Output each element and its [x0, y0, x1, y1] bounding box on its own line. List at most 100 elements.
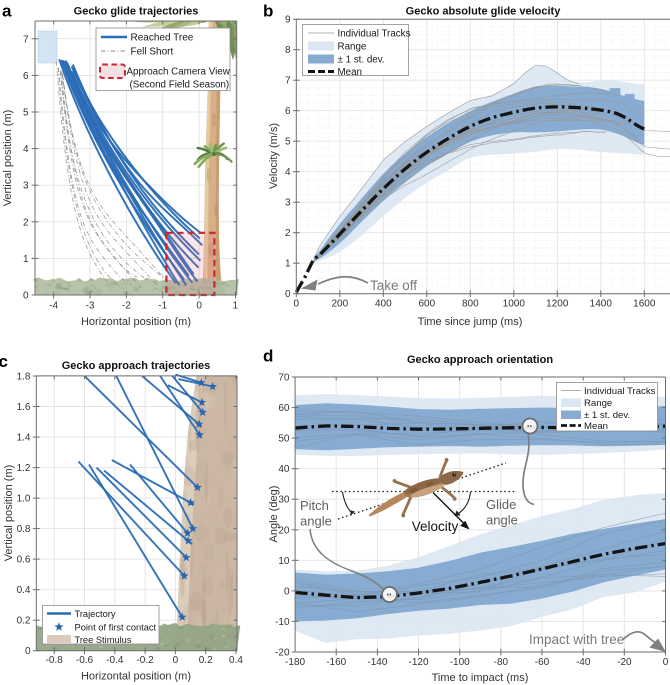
svg-text:0.6: 0.6: [17, 555, 31, 566]
svg-text:7: 7: [23, 34, 29, 45]
svg-text:Velocity (m/s): Velocity (m/s): [268, 123, 280, 189]
svg-text:1: 1: [23, 254, 29, 265]
svg-text:-0.8: -0.8: [46, 655, 64, 666]
svg-text:20: 20: [278, 525, 290, 536]
svg-text:-160: -160: [326, 657, 346, 668]
svg-text:Horizontal position (m): Horizontal position (m): [81, 671, 191, 683]
svg-text:-2: -2: [122, 301, 131, 312]
svg-text:5: 5: [23, 108, 29, 119]
svg-text:0: 0: [25, 646, 31, 657]
svg-text:0.2: 0.2: [17, 616, 31, 627]
svg-text:Reached Tree: Reached Tree: [131, 33, 194, 44]
svg-text:angle: angle: [486, 513, 518, 528]
svg-text:c: c: [0, 352, 8, 371]
svg-text:0: 0: [284, 586, 290, 597]
svg-text:0: 0: [173, 655, 179, 666]
svg-text:0: 0: [23, 291, 29, 302]
svg-text:-100: -100: [450, 657, 470, 668]
svg-text:± 1 st. dev.: ± 1 st. dev.: [584, 410, 630, 421]
svg-text:9: 9: [285, 15, 291, 26]
svg-text:Vertical position (m): Vertical position (m): [2, 110, 14, 207]
svg-text:Velocity: Velocity: [412, 519, 459, 534]
svg-text:-60: -60: [535, 657, 550, 668]
svg-text:± 1 st. dev.: ± 1 st. dev.: [338, 55, 385, 66]
svg-text:Vertical position (m): Vertical position (m): [3, 465, 15, 562]
svg-text:Gecko approach orientation: Gecko approach orientation: [407, 354, 553, 366]
svg-text:1.6: 1.6: [17, 402, 31, 413]
svg-text:40: 40: [278, 464, 290, 475]
svg-text:0.2: 0.2: [199, 655, 213, 666]
svg-text:-1: -1: [158, 301, 167, 312]
svg-text:-3: -3: [86, 301, 95, 312]
svg-text:d: d: [263, 347, 273, 366]
svg-text:1.2: 1.2: [17, 463, 31, 474]
svg-text:Horizontal position (m): Horizontal position (m): [81, 316, 191, 328]
svg-text:Tree Stimulus: Tree Stimulus: [75, 635, 132, 645]
svg-text:600: 600: [418, 299, 435, 310]
svg-text:0.4: 0.4: [17, 585, 31, 596]
svg-text:3: 3: [285, 198, 291, 209]
svg-text:0: 0: [663, 657, 669, 668]
svg-text:-40: -40: [576, 657, 591, 668]
svg-text:Gecko approach trajectories: Gecko approach trajectories: [62, 360, 211, 372]
svg-text:angle: angle: [300, 514, 332, 529]
svg-text:Pitch: Pitch: [300, 498, 329, 513]
svg-text:Fell Short: Fell Short: [131, 47, 174, 58]
svg-text:Angle (deg): Angle (deg): [268, 486, 280, 543]
svg-text:0.4: 0.4: [229, 655, 243, 666]
svg-text:1600: 1600: [633, 299, 656, 310]
svg-text:-140: -140: [367, 657, 387, 668]
svg-text:Time to impact (ms): Time to impact (ms): [432, 672, 529, 684]
svg-text:30: 30: [278, 495, 290, 506]
svg-text:-20: -20: [617, 657, 632, 668]
svg-text:800: 800: [462, 299, 479, 310]
svg-text:1400: 1400: [590, 299, 613, 310]
svg-text:1.8: 1.8: [17, 372, 31, 383]
svg-text:2: 2: [285, 228, 291, 239]
svg-text:1.0: 1.0: [17, 494, 31, 505]
svg-text:7: 7: [285, 76, 291, 87]
svg-text:Take off: Take off: [370, 278, 417, 293]
svg-text:1.4: 1.4: [17, 433, 31, 444]
svg-text:70: 70: [278, 373, 290, 384]
svg-text:-4: -4: [49, 301, 58, 312]
svg-text:6: 6: [23, 71, 29, 82]
svg-text:0.8: 0.8: [17, 524, 31, 535]
svg-text:Range: Range: [338, 42, 367, 53]
svg-text:(Second Field Season): (Second Field Season): [130, 80, 230, 91]
svg-text:Time since jump (ms): Time since jump (ms): [418, 316, 523, 328]
svg-text:10: 10: [278, 556, 290, 567]
svg-text:-0.6: -0.6: [76, 655, 94, 666]
svg-text:-20: -20: [275, 647, 290, 658]
svg-text:0: 0: [196, 301, 202, 312]
svg-text:200: 200: [331, 299, 348, 310]
svg-text:50: 50: [278, 434, 290, 445]
svg-text:3: 3: [23, 181, 29, 192]
svg-text:-180: -180: [285, 657, 305, 668]
svg-text:Gecko glide trajectories: Gecko glide trajectories: [74, 6, 199, 18]
svg-text:Point of first contact: Point of first contact: [75, 623, 157, 633]
svg-text:0: 0: [294, 299, 300, 310]
svg-text:5: 5: [285, 137, 291, 148]
svg-text:60: 60: [278, 403, 290, 414]
svg-text:b: b: [263, 2, 273, 21]
svg-text:1200: 1200: [546, 299, 569, 310]
svg-text:Mean: Mean: [338, 67, 363, 78]
svg-text:-80: -80: [494, 657, 509, 668]
svg-text:Trajectory: Trajectory: [75, 609, 116, 619]
svg-text:1: 1: [233, 301, 239, 312]
svg-text:-120: -120: [409, 657, 429, 668]
svg-text:4: 4: [285, 167, 291, 178]
svg-text:400: 400: [375, 299, 392, 310]
svg-text:1: 1: [285, 259, 291, 270]
svg-text:-10: -10: [275, 617, 290, 628]
svg-text:1000: 1000: [503, 299, 526, 310]
svg-text:-0.4: -0.4: [106, 655, 124, 666]
svg-text:Range: Range: [584, 398, 612, 409]
svg-text:Mean: Mean: [584, 421, 608, 432]
svg-text:6: 6: [285, 106, 291, 117]
svg-text:Glide: Glide: [486, 497, 516, 512]
svg-text:Individual Tracks: Individual Tracks: [584, 386, 656, 397]
svg-text:8: 8: [285, 45, 291, 56]
svg-text:a: a: [2, 2, 12, 21]
